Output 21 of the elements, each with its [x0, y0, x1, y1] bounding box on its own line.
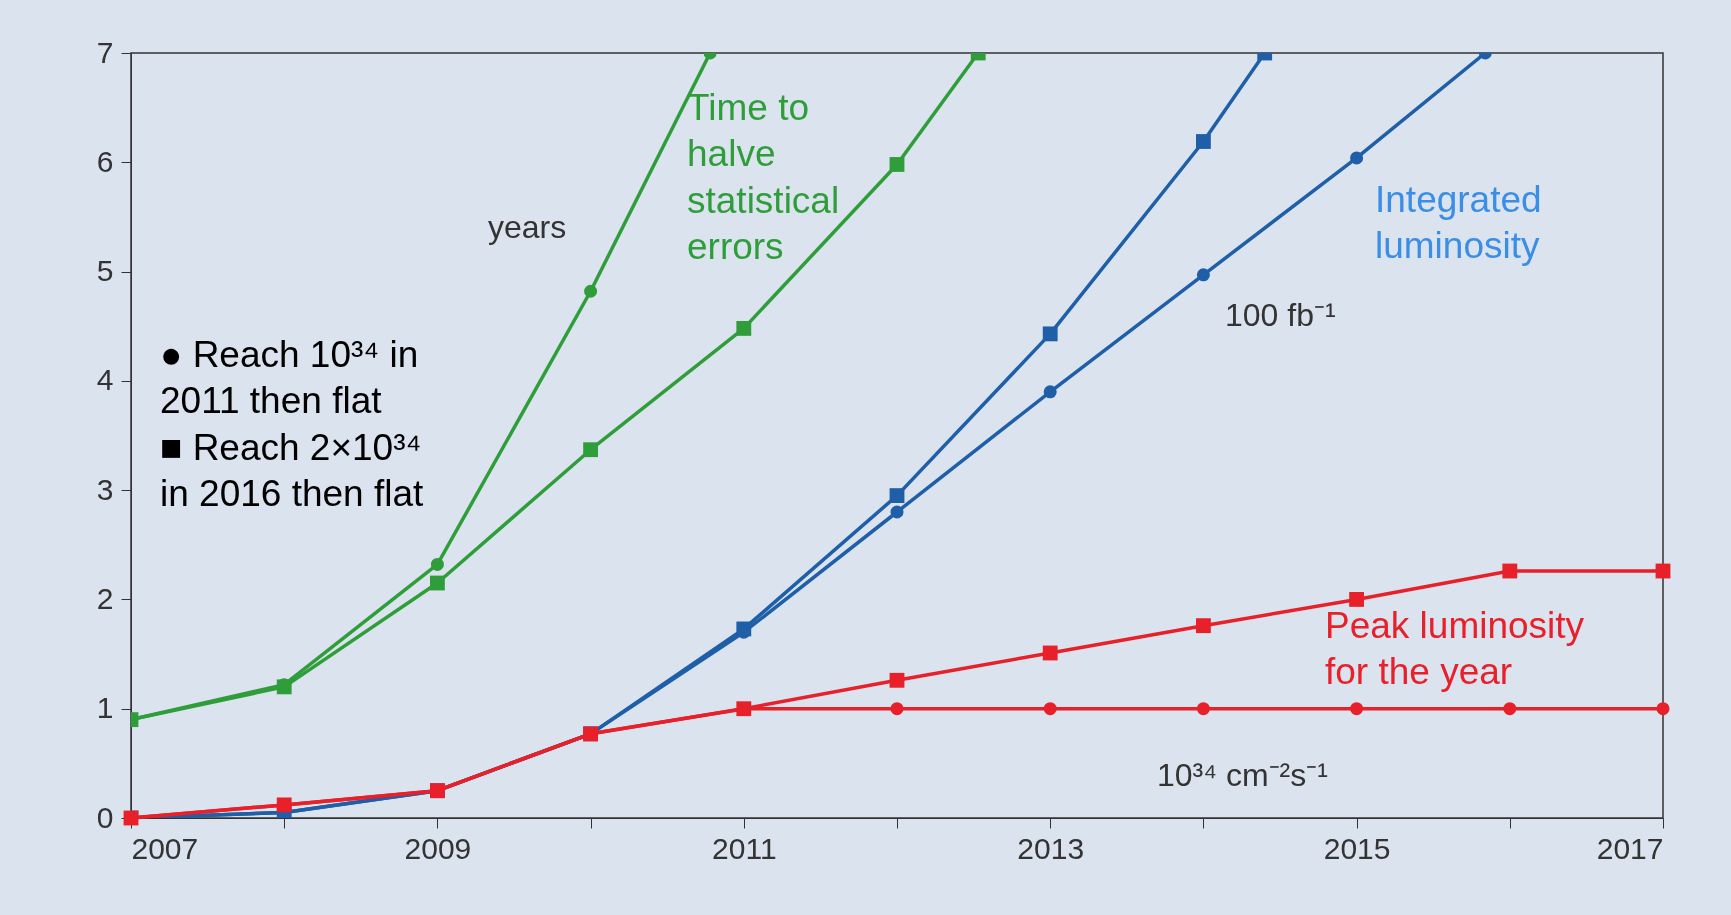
annotation: Integrated luminosity	[1375, 179, 1542, 267]
annotation: Time to halve statistical errors	[687, 87, 840, 267]
x-tick-label: 2015	[1323, 831, 1391, 865]
x-tick-label: 2007	[131, 831, 199, 865]
y-tick-label: 3	[96, 472, 114, 506]
y-tick-label: 0	[96, 800, 114, 834]
y-tick-label: 5	[96, 254, 114, 288]
x-tick-label: 2017	[1596, 831, 1664, 865]
annotation: years	[487, 209, 567, 245]
x-tick-label: 2011	[712, 831, 777, 865]
y-tick-label: 2	[96, 581, 114, 615]
y-tick-label: 7	[96, 35, 114, 69]
annotation: Peak luminosity for the year	[1325, 605, 1585, 693]
y-tick-label: 6	[96, 144, 114, 178]
x-tick-label: 2009	[404, 831, 472, 865]
x-tick-label: 2013	[1017, 831, 1085, 865]
y-tick-label: 1	[96, 691, 114, 725]
annotation: ● Reach 10³⁴ in 2011 then flat ■ Reach 2×10³⁴ in 2016 then flat	[160, 334, 425, 514]
annotation: 100 fb⁻¹	[1225, 297, 1336, 333]
annotation: 10³⁴ cm⁻²s⁻¹	[1157, 757, 1328, 793]
y-tick-label: 4	[96, 363, 114, 397]
